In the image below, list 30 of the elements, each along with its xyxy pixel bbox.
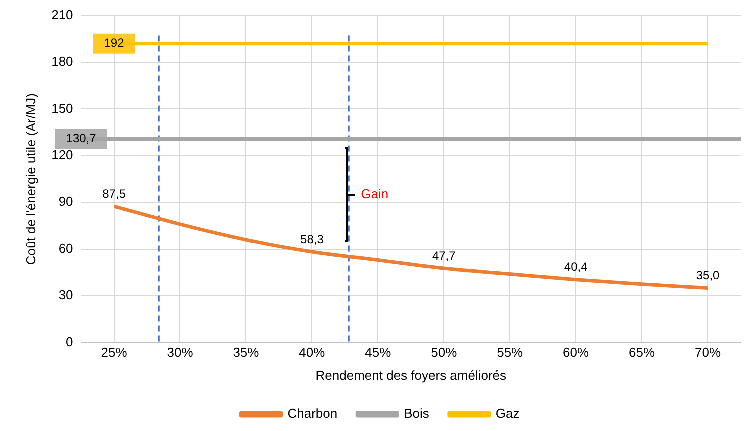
- x-tick-label: 65%: [629, 345, 656, 360]
- y-tick-label: 210: [52, 7, 74, 22]
- y-tick-label: 60: [58, 240, 74, 256]
- x-tick-label: 70%: [695, 345, 722, 360]
- y-tick-label: 180: [52, 54, 74, 70]
- x-tick-label: 60%: [563, 345, 590, 360]
- data-label: 47,7: [432, 248, 456, 263]
- x-tick-label: 25%: [101, 345, 128, 360]
- x-tick-label: 30%: [167, 345, 194, 360]
- data-label: 40,4: [564, 260, 588, 274]
- x-tick-label: 40%: [299, 345, 326, 360]
- legend-label: Bois: [404, 406, 430, 422]
- x-axis-title: Rendement des foyers améliorés: [316, 368, 508, 383]
- x-tick-label: 35%: [233, 345, 260, 360]
- y-tick-label: 0: [66, 334, 74, 350]
- x-tick-label: 45%: [365, 345, 392, 360]
- y-tick-label: 150: [52, 100, 74, 116]
- x-tick-label: 55%: [497, 345, 524, 360]
- y-axis-title: Coût de l'énergie utile (Ar/MJ): [23, 94, 38, 266]
- data-label: 87,5: [102, 186, 126, 201]
- y-tick-label: 30: [58, 288, 74, 303]
- data-label: 35,0: [696, 268, 720, 283]
- x-tick-label: 50%: [431, 345, 458, 360]
- y-tick-label: 120: [52, 148, 74, 163]
- annotation: Gain: [361, 186, 389, 202]
- legend-label: Charbon: [288, 406, 338, 422]
- legend-label: Gaz: [496, 406, 520, 422]
- data-label: 58,3: [300, 232, 324, 246]
- data-label: 130,7: [66, 132, 97, 146]
- y-tick-label: 90: [58, 194, 74, 210]
